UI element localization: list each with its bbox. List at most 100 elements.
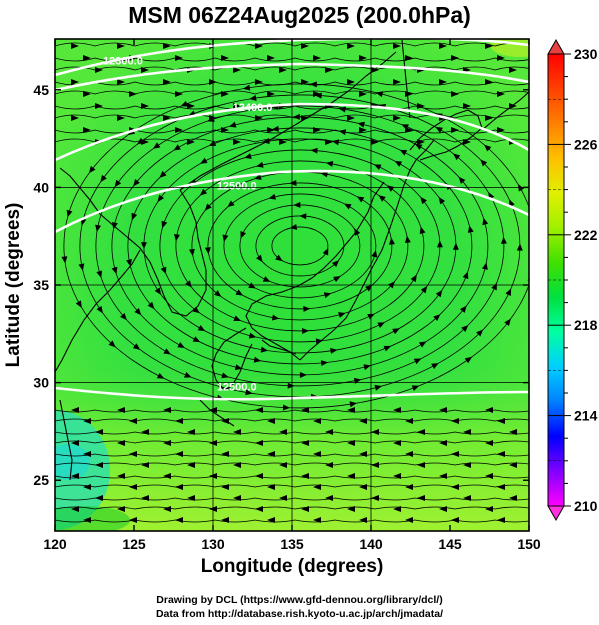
streamline-arrow (126, 259, 132, 267)
contour-12400 (55, 102, 529, 162)
streamline-arrow (411, 385, 420, 392)
streamline-ring (271, 226, 329, 266)
streamline-arrow (439, 407, 447, 413)
streamline-arrow (260, 346, 269, 353)
x-tick-label: 125 (122, 536, 146, 552)
streamline-arrow (197, 325, 206, 332)
streamline-arrow (262, 276, 271, 282)
streamline-arrow (163, 43, 171, 49)
streamline-arrow (452, 242, 459, 250)
streamline-arrow (497, 55, 505, 61)
streamline-arrow (399, 149, 408, 156)
streamline-zonal (55, 506, 529, 510)
streamline-arrow (95, 67, 103, 73)
streamline-arrow (83, 451, 91, 457)
streamline-arrow (134, 308, 142, 316)
streamline-arrow (159, 170, 167, 178)
streamline-arrow (204, 247, 211, 255)
streamline-arrow (233, 462, 241, 468)
streamline-arrow (393, 473, 401, 479)
streamline-arrow (359, 91, 367, 97)
streamline-arrow (156, 372, 165, 379)
streamline-arrow (463, 429, 471, 435)
streamline-arrow (282, 404, 291, 411)
streamline-arrow (301, 440, 309, 446)
streamline-arrow (359, 55, 367, 61)
y-tick-label: 30 (33, 375, 49, 391)
streamline-arrow (374, 384, 383, 391)
streamline-arrow (480, 159, 488, 167)
streamline-arrow (451, 418, 459, 424)
streamline-arrow (71, 506, 79, 512)
coast-taiwan (59, 399, 73, 481)
streamline-arrow (279, 495, 287, 501)
streamline-arrow (393, 407, 401, 413)
streamline-arrow (461, 324, 469, 332)
streamline-arrow (268, 193, 277, 200)
streamline-arrow (313, 418, 321, 424)
streamline-zonal (55, 440, 529, 444)
streamline-arrow (417, 139, 425, 145)
coast-korea (125, 189, 207, 317)
streamline-arrow (485, 440, 493, 446)
streamline-arrow (532, 228, 538, 235)
streamline-arrow (117, 407, 125, 413)
streamline-arrow (78, 263, 85, 271)
streamline-arrow (405, 517, 413, 523)
streamline-arrow (363, 364, 371, 371)
streamline-zonal (55, 497, 529, 501)
streamline-arrow (192, 306, 200, 314)
streamline-arrow (393, 440, 401, 446)
streamline-arrow (310, 147, 318, 154)
streamline-arrow (255, 43, 263, 49)
streamline-zonal (55, 409, 529, 413)
streamline-zonal (55, 138, 529, 143)
coast-bohai (59, 167, 127, 237)
streamline-arrow (253, 356, 262, 363)
streamline-arrow (141, 67, 149, 73)
coast-shikoku (261, 339, 297, 355)
y-tick-label: 45 (33, 82, 49, 98)
streamline-arrow (485, 43, 493, 49)
streamline-arrow (325, 429, 333, 435)
streamline-zonal (55, 462, 529, 466)
streamline-arrow (83, 484, 91, 490)
streamline-arrow (467, 225, 474, 233)
streamline-arrow (292, 113, 300, 120)
colorbar-tick-label: 218 (574, 317, 598, 333)
streamline-arrow (267, 91, 275, 97)
streamline-arrow (129, 91, 137, 97)
streamline-arrow (393, 43, 401, 49)
streamline-arrow (175, 517, 183, 523)
streamline-arrow (83, 91, 91, 97)
y-tick-label: 35 (33, 277, 49, 293)
streamline-arrow (267, 517, 275, 523)
streamline-arrow (199, 157, 208, 164)
streamline-arrow (173, 144, 181, 151)
streamline-arrow (255, 506, 263, 512)
streamline-arrow (299, 213, 307, 220)
contour-12500-south (55, 386, 529, 401)
streamline-arrow (157, 194, 165, 203)
streamline-arrow (141, 495, 149, 501)
x-tick-label: 130 (201, 536, 225, 552)
coast-kuril (481, 91, 529, 131)
streamline-arrow (325, 139, 333, 145)
streamline-arrow (117, 506, 125, 512)
streamline-arrow (154, 287, 162, 295)
streamline-arrow (313, 127, 321, 133)
streamline-arrow (405, 484, 413, 490)
streamline-arrow (371, 67, 379, 73)
streamline-arrow (233, 103, 241, 109)
streamline-arrow (117, 79, 125, 85)
streamline-arrow (462, 271, 469, 280)
streamline-arrow (331, 139, 340, 146)
streamline-arrow (485, 407, 493, 413)
streamline-arrow (255, 115, 263, 121)
streamline-arrow (359, 127, 367, 133)
streamline-arrow (404, 235, 411, 244)
streamline-arrow (463, 103, 471, 109)
streamline-arrow (417, 429, 425, 435)
streamline-arrow (163, 440, 171, 446)
streamline-arrow (175, 91, 183, 97)
